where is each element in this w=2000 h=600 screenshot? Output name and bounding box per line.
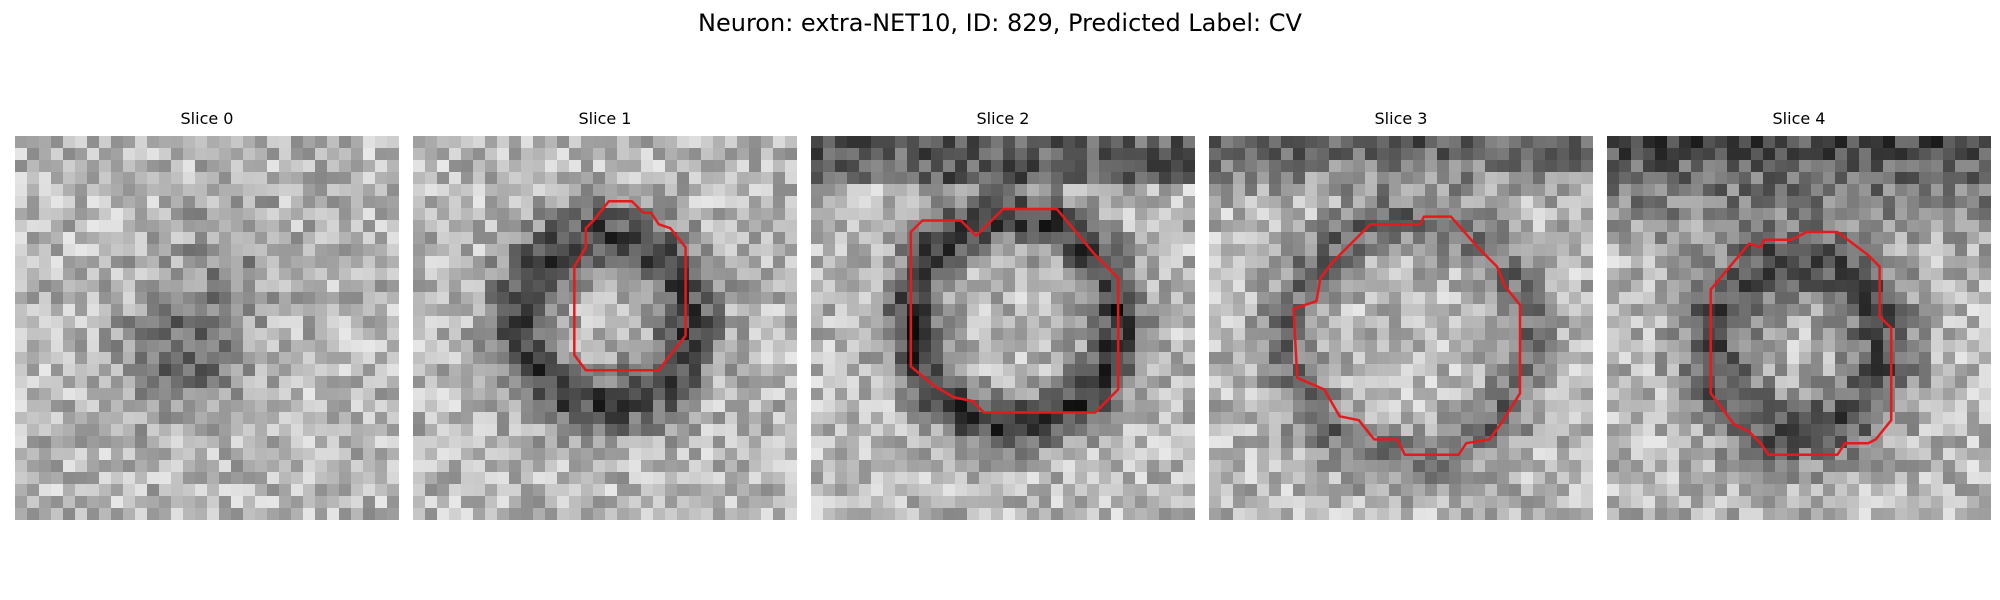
slice-title: Slice 3	[1374, 109, 1428, 128]
slice-title: Slice 4	[1772, 109, 1826, 128]
micrograph	[1209, 136, 1593, 520]
slice-title: Slice 0	[180, 109, 234, 128]
micrograph	[15, 136, 399, 520]
slice-panel-3: Slice 3	[1209, 108, 1593, 520]
slice-panel-4: Slice 4	[1607, 108, 1991, 520]
slice-image	[1209, 136, 1593, 520]
segmentation-contour	[573, 200, 687, 372]
slice-title: Slice 2	[976, 109, 1030, 128]
figure-title: Neuron: extra-NET10, ID: 829, Predicted …	[698, 9, 1302, 37]
slice-panel-1: Slice 1	[413, 108, 797, 520]
slice-title: Slice 1	[578, 109, 632, 128]
slice-panel-0: Slice 0	[15, 108, 399, 520]
segmentation-contour	[909, 207, 1120, 414]
segmentation-contour	[1292, 215, 1522, 456]
micrograph	[413, 136, 797, 520]
slice-image	[413, 136, 797, 520]
segmentation-contour	[1709, 230, 1893, 456]
slice-panel-2: Slice 2	[811, 108, 1195, 520]
micrograph	[1607, 136, 1991, 520]
slice-image	[811, 136, 1195, 520]
slice-image	[1607, 136, 1991, 520]
micrograph	[811, 136, 1195, 520]
slice-image	[15, 136, 399, 520]
